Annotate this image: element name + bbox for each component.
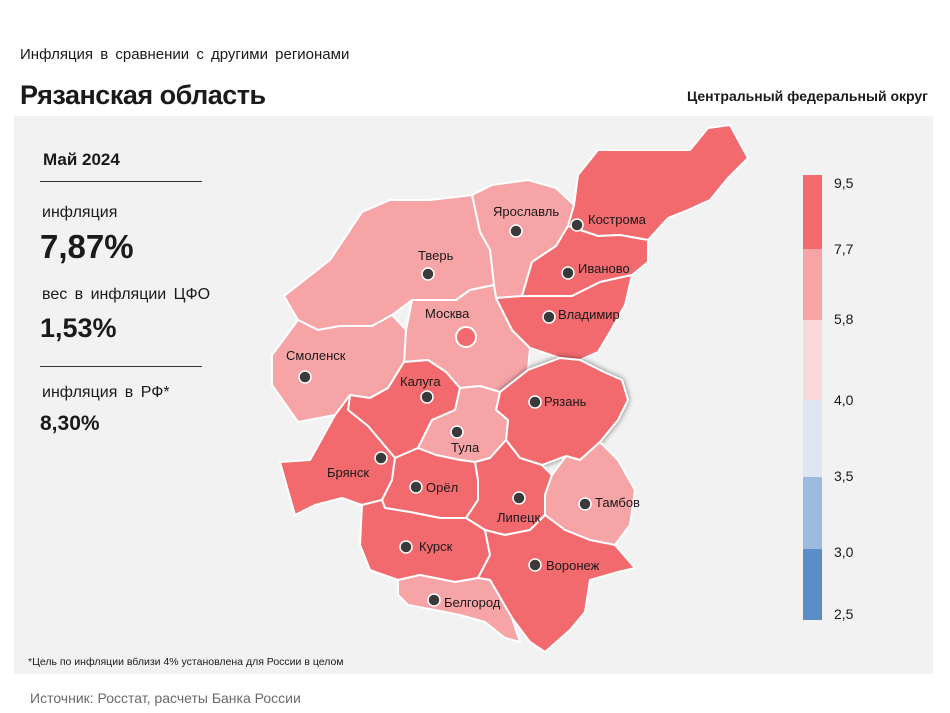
weight-value: 1,53%	[40, 313, 117, 343]
legend-tick: 3,5	[834, 468, 854, 484]
region-label-lipetsk: Липецк	[497, 510, 541, 525]
city-marker	[528, 395, 542, 409]
legend-swatch	[803, 400, 822, 477]
region-vladimir[interactable]	[495, 274, 633, 361]
legend-tick: 3,0	[834, 544, 854, 560]
city-marker	[561, 266, 575, 280]
city-marker	[570, 218, 584, 232]
region-label-voronezh: Воронеж	[546, 558, 600, 573]
region-belgorod[interactable]	[397, 574, 521, 643]
weight-label: вес в инфляции ЦФО	[42, 286, 211, 303]
inflation-label: инфляция	[42, 204, 118, 221]
rf-inflation-value: 8,30%	[40, 412, 100, 435]
footnote: *Цель по инфляции вблизи 4% установлена …	[28, 656, 344, 668]
region-label-vladimir: Владимир	[558, 307, 620, 322]
region-label-tambov: Тамбов	[595, 495, 640, 510]
legend-swatch	[803, 477, 822, 549]
divider-top	[40, 181, 202, 182]
inflation-value: 7,87%	[40, 228, 134, 265]
region-label-tver: Тверь	[418, 248, 454, 263]
city-marker	[420, 390, 434, 404]
divider-bottom	[40, 366, 202, 367]
city-marker	[427, 593, 441, 607]
source-note: Источник: Росстат, расчеты Банка России	[30, 690, 301, 706]
region-label-kostroma: Кострома	[588, 212, 647, 227]
city-marker	[374, 451, 388, 465]
region-label-bryansk: Брянск	[327, 465, 369, 480]
legend-tick: 9,5	[834, 175, 854, 191]
page-subtitle: Инфляция в сравнении с другими регионами	[20, 46, 350, 63]
page-title: Рязанская область	[20, 80, 266, 110]
city-marker	[421, 267, 435, 281]
city-marker	[409, 480, 423, 494]
region-label-kursk: Курск	[419, 539, 453, 554]
city-marker	[512, 491, 526, 505]
region-label-tula: Тула	[451, 440, 480, 455]
region-label-orel: Орёл	[426, 480, 458, 495]
city-marker	[528, 558, 542, 572]
legend-swatch	[803, 320, 822, 400]
region-label-belgorod: Белгород	[444, 595, 501, 610]
rf-inflation-label: инфляция в РФ*	[42, 384, 170, 401]
city-marker	[542, 310, 556, 324]
legend-swatch	[803, 549, 822, 620]
legend-tick: 2,5	[834, 606, 854, 622]
city-marker	[450, 425, 464, 439]
region-label-kaluga: Калуга	[400, 374, 441, 389]
capital-marker	[455, 326, 477, 348]
legend-tick: 7,7	[834, 241, 854, 257]
legend-swatch	[803, 249, 822, 320]
region-label-ivanovo: Иваново	[578, 261, 630, 276]
city-marker	[298, 370, 312, 384]
city-marker	[509, 224, 523, 238]
city-marker	[578, 497, 592, 511]
district-label: Центральный федеральный округ	[686, 88, 928, 104]
legend-tick: 4,0	[834, 392, 854, 408]
city-marker	[399, 540, 413, 554]
region-label-smolensk: Смоленск	[286, 348, 346, 363]
period-label: Май 2024	[43, 150, 120, 169]
region-label-moscow: Москва	[425, 306, 470, 321]
region-label-yaroslavl: Ярославль	[493, 204, 559, 219]
legend-tick: 5,8	[834, 311, 854, 327]
legend-swatch	[803, 175, 822, 249]
region-label-ryazan: Рязань	[544, 394, 587, 409]
